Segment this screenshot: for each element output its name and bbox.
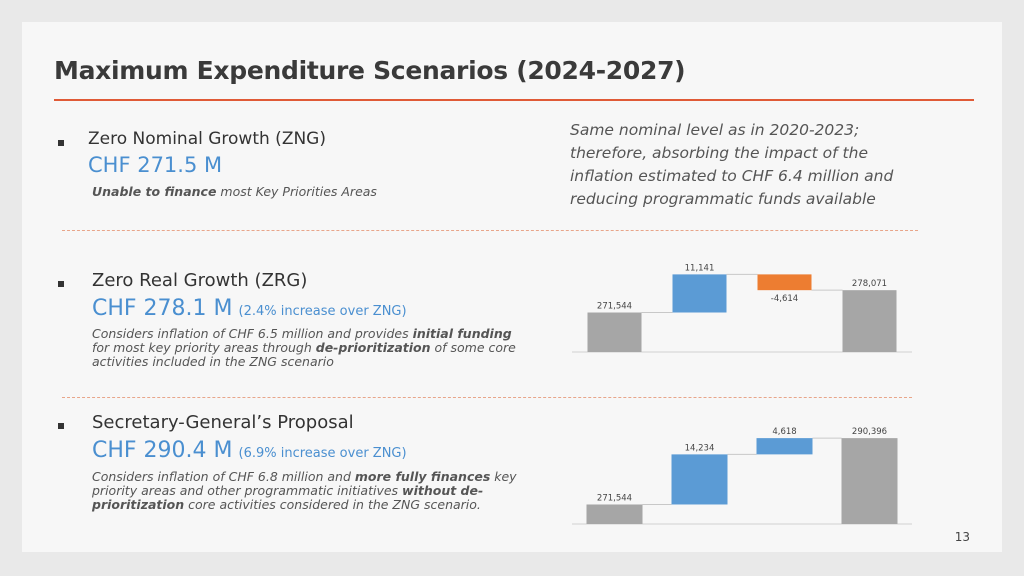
sg-desc-c: key priority areas and other programmati… [92,469,517,498]
sg-desc-b: more fully finances [354,469,491,484]
bullet-zrg [58,281,64,287]
chart-1-value-label-4: 278,071 [852,279,887,289]
zng-heading: Zero Nominal Growth (ZNG) [88,129,326,149]
chart-1-bar-1 [587,312,642,352]
zrg-desc-c: for most key priority areas through [92,340,316,355]
chart-2-value-label-2: 14,234 [685,443,715,453]
title-underline [54,99,974,101]
divider-2 [62,397,912,398]
chart-1-value-label-1: 271,544 [597,302,632,312]
zrg-amount-value: CHF 278.1 M [92,296,233,321]
zrg-desc-a: Considers inflation of CHF 6.5 million a… [92,326,413,341]
zrg-waterfall-chart: 271,544ZNG11,141Key Priority Areas-4,614… [572,263,912,353]
chart-1-bar-2 [672,274,727,313]
zng-amount: CHF 271.5 M [88,153,223,177]
zrg-desc-b: initial funding [412,326,512,341]
slide-title: Maximum Expenditure Scenarios (2024-2027… [54,56,686,85]
zrg-description: Considers inflation of CHF 6.5 million a… [92,327,532,369]
zrg-desc-d: de-prioritization [315,340,431,355]
chart-1-bar-4 [842,290,897,352]
sg-desc-a: Considers inflation of CHF 6.8 million a… [92,469,355,484]
zrg-pct: (2.4% increase over ZNG) [238,304,407,319]
zrg-desc-e: of some core activities included in the … [92,340,516,369]
zrg-amount: CHF 278.1 M (2.4% increase over ZNG) [92,296,407,321]
sg-desc-e: core activities considered in the ZNG sc… [184,497,481,512]
chart-1-value-label-3: -4,614 [771,294,798,304]
zng-desc-rest: most Key Priorities Areas [216,184,377,199]
zng-desc-bold: Unable to finance [92,184,217,199]
chart-1-value-label-2: 11,141 [685,263,715,273]
chart-2-bar-2 [671,454,728,505]
sg-desc-d: without de-prioritization [92,483,484,512]
chart-2-bar-4 [841,438,898,524]
sg-description: Considers inflation of CHF 6.8 million a… [92,470,532,512]
chart-1-bar-3 [757,274,812,291]
zng-note: Same nominal level as in 2020-2023; ther… [570,121,894,208]
bullet-sg [58,423,64,429]
bullet-zng [58,140,64,146]
sg-amount: CHF 290.4 M (6.9% increase over ZNG) [92,438,407,463]
zrg-heading: Zero Real Growth (ZRG) [92,270,308,291]
chart-2-bar-1 [586,504,643,524]
page-number: 13 [954,530,970,544]
chart-2-value-label-4: 290,396 [852,427,887,437]
chart-2-value-label-3: 4,618 [772,427,796,437]
sg-amount-value: CHF 290.4 M [92,438,233,463]
sg-waterfall-chart: 271,544ZNG14,234Key Priority Areas4,618A… [572,427,912,525]
chart-2-bar-3 [756,438,813,455]
slide: Maximum Expenditure Scenarios (2024-2027… [22,22,1002,552]
sg-pct: (6.9% increase over ZNG) [238,446,407,461]
divider-1 [62,230,918,231]
sg-heading: Secretary-General’s Proposal [92,412,354,433]
chart-2-value-label-1: 271,544 [597,493,632,503]
zng-description: Unable to finance most Key Priorities Ar… [92,185,422,199]
